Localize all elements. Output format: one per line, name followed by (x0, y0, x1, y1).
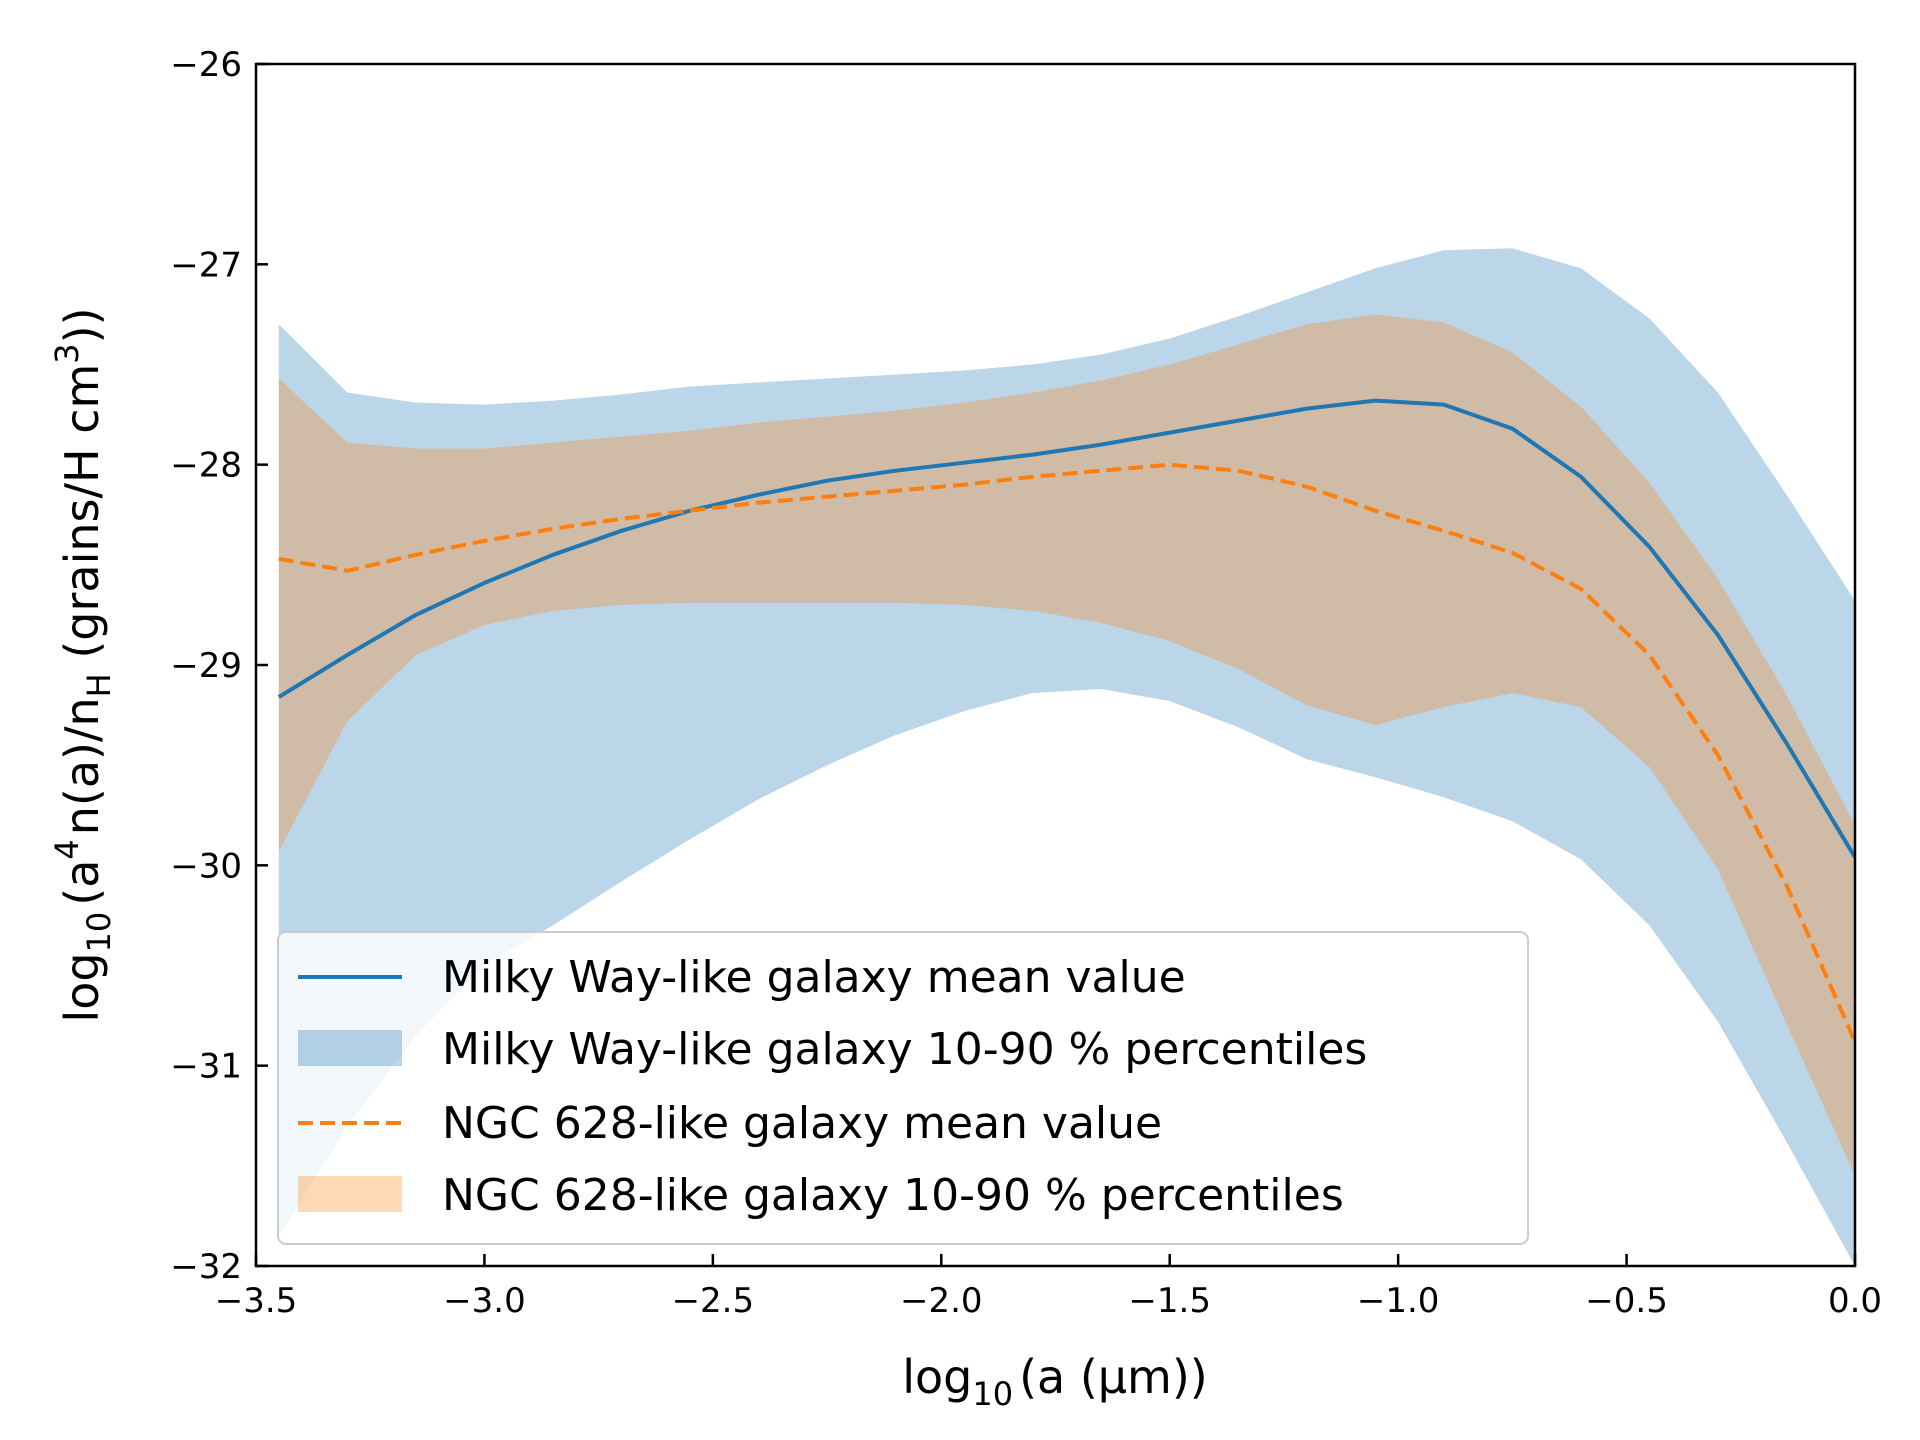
x-axis-label-log: log (902, 1350, 972, 1404)
y-axis-label: log10 (a4 n(a)/nH (grains/H cm3)) (48, 307, 118, 1022)
ngc-mean-line (278, 462, 1855, 1043)
x-tick-label: −1.5 (1128, 1281, 1211, 1321)
mw-mean-line (277, 398, 1855, 859)
y-label-s3: H (80, 673, 118, 697)
x-axis-label-rest: (a (µm)) (1019, 1350, 1208, 1404)
legend-label-ngc-mean: NGC 628-like galaxy mean value (442, 1098, 1162, 1149)
legend-label-mw-band: Milky Way-like galaxy 10-90 % percentile… (442, 1024, 1367, 1075)
mw-percentile-band (278, 248, 1855, 1266)
y-tick-label: −29 (170, 646, 242, 686)
y-tick-label: −30 (170, 846, 242, 886)
y-label-p2: (a (55, 860, 109, 906)
y-tick-label: −26 (170, 45, 242, 85)
x-tick-label: −1.0 (1357, 1281, 1440, 1321)
y-tick-label: −31 (170, 1047, 242, 1087)
y-label-p4: (grains/H cm (55, 364, 109, 674)
legend-box (277, 931, 1529, 1245)
x-tick-label: −2.0 (900, 1281, 983, 1321)
x-tick-label: −2.5 (672, 1281, 755, 1321)
y-label-s4: 3 (48, 343, 86, 363)
y-label-p5: )) (55, 307, 109, 343)
y-axis-ticks: −32 −31 −30 −29 −28 −27 −26 (170, 45, 268, 1287)
x-axis-label: log10 (a (µm)) (902, 1350, 1208, 1413)
y-tick-label: −28 (170, 446, 242, 486)
mean-lines (277, 398, 1855, 1043)
legend: Milky Way-like galaxy mean value Milky W… (277, 931, 1529, 1245)
legend-swatch-ngc-band (298, 1176, 402, 1212)
percentile-bands (278, 248, 1855, 1266)
legend-label-ngc-band: NGC 628-like galaxy 10-90 % percentiles (442, 1170, 1344, 1221)
y-label-p1: log (55, 952, 109, 1022)
x-axis-label-sub: 10 (972, 1375, 1013, 1413)
y-label-s2: 4 (48, 839, 86, 859)
x-tick-label: 0.0 (1828, 1281, 1882, 1321)
y-label-p3: n(a)/n (55, 697, 109, 835)
ngc-percentile-band (278, 314, 1855, 1176)
x-tick-label: −3.5 (215, 1281, 298, 1321)
x-axis-ticks: −3.5 −3.0 −2.5 −2.0 −1.5 −1.0 −0.5 0.0 (215, 1254, 1882, 1321)
y-tick-label: −32 (170, 1247, 242, 1287)
x-tick-label: −3.0 (443, 1281, 526, 1321)
legend-label-mw-mean: Milky Way-like galaxy mean value (442, 952, 1186, 1003)
legend-swatch-mw-band (298, 1030, 402, 1066)
y-label-s1: 10 (80, 912, 118, 953)
x-tick-label: −0.5 (1585, 1281, 1668, 1321)
y-tick-label: −27 (170, 245, 242, 285)
